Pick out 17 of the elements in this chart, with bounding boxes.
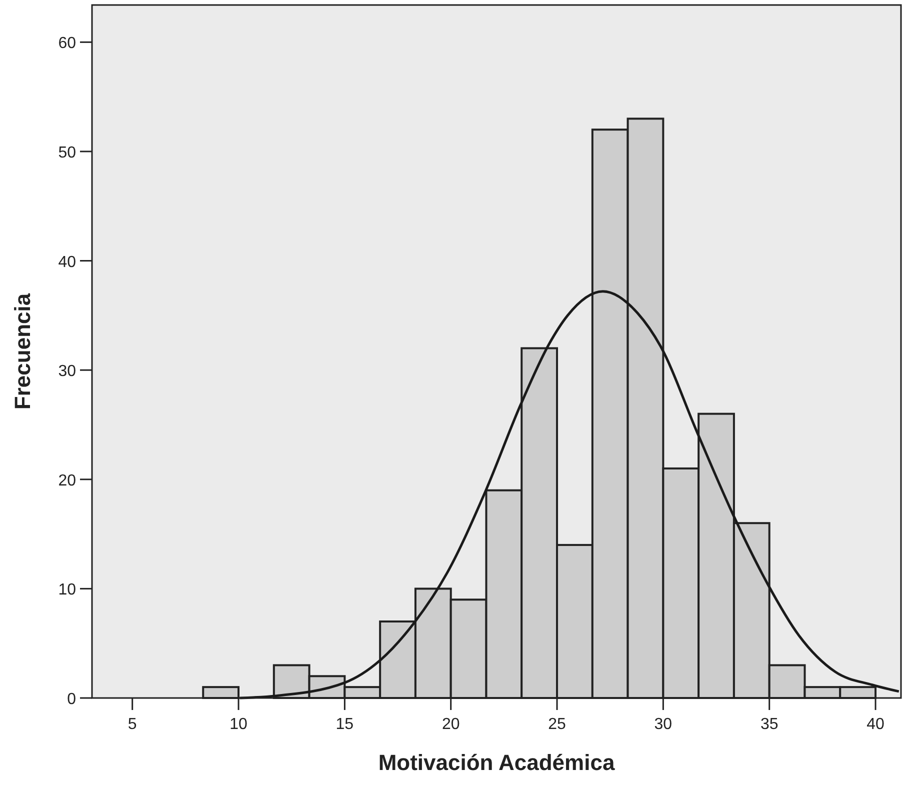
x-tick-label: 5 xyxy=(128,716,137,733)
x-tick-label: 35 xyxy=(760,716,778,733)
x-tick-label: 25 xyxy=(548,716,566,733)
x-tick-label: 15 xyxy=(336,716,354,733)
y-axis-title: Frecuencia xyxy=(10,292,35,410)
y-tick-label: 50 xyxy=(58,144,76,162)
y-tick-label: 40 xyxy=(58,254,76,271)
y-tick-label: 10 xyxy=(58,582,76,599)
y-tick-label: 20 xyxy=(58,472,76,490)
y-tick-label: 30 xyxy=(58,363,76,380)
x-tick-label: 40 xyxy=(866,716,885,733)
x-axis-title: Motivación Académica xyxy=(378,750,616,775)
x-tick-label: 20 xyxy=(442,716,460,733)
x-tick-label: 30 xyxy=(654,716,672,733)
y-tick-label: 60 xyxy=(58,35,76,52)
x-tick-label: 10 xyxy=(230,716,248,733)
y-tick-label: 0 xyxy=(67,691,76,708)
